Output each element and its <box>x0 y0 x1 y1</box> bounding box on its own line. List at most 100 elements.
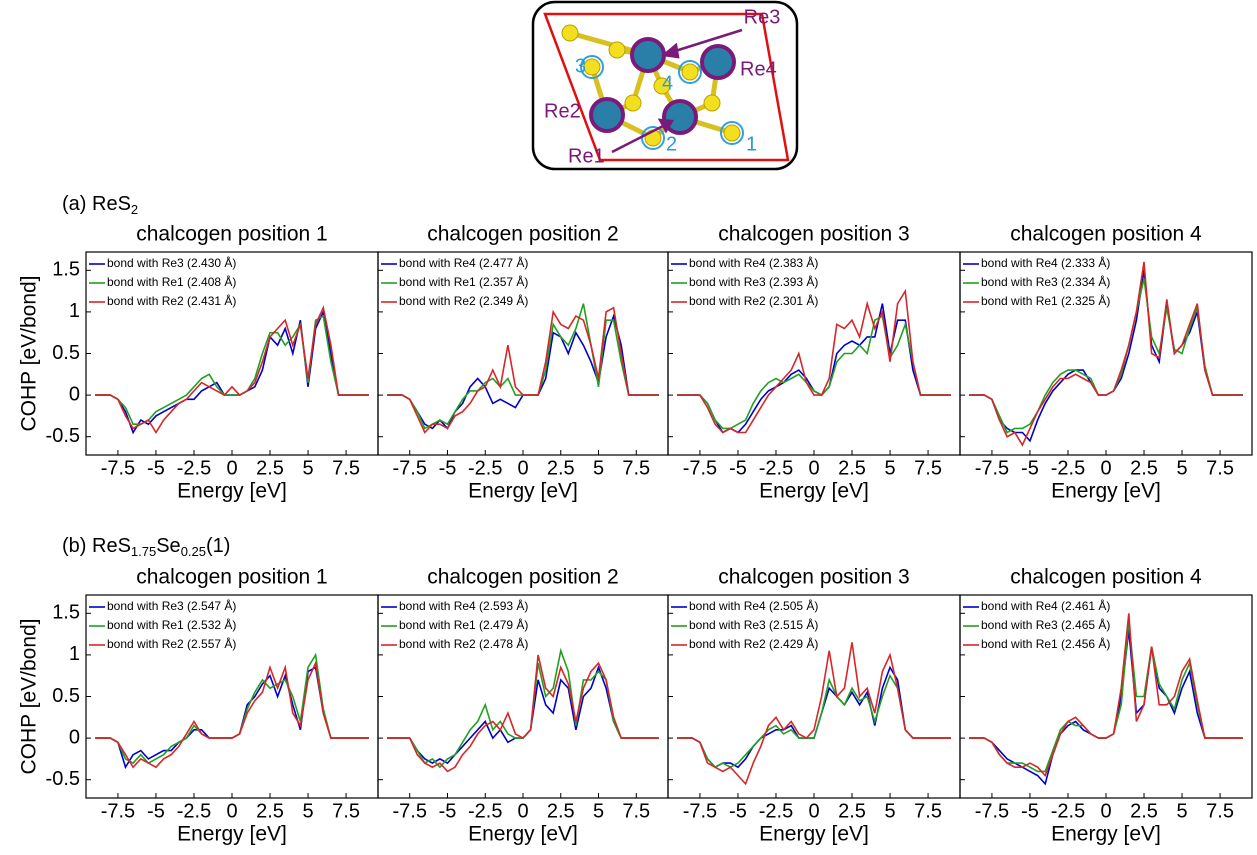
y-tick-label: 0.5 <box>52 342 80 364</box>
x-tick-label: 0 <box>517 457 528 479</box>
x-axis-label: Energy [eV] <box>177 823 287 846</box>
x-axis-label: Energy [eV] <box>177 480 287 503</box>
row-label-part: (1) <box>206 535 230 557</box>
x-tick-label: -5 <box>439 800 457 822</box>
legend-label: bond with Re1 (2.456 Å) <box>981 636 1110 651</box>
x-axis-label: Energy [eV] <box>468 480 578 503</box>
chart-title: chalcogen position 1 <box>136 223 327 246</box>
legend-label: bond with Re2 (2.478 Å) <box>399 636 528 651</box>
legend-label: bond with Re4 (2.477 Å) <box>399 255 528 270</box>
x-tick-label: 7.5 <box>622 457 650 479</box>
legend-label: bond with Re3 (2.393 Å) <box>689 274 818 289</box>
legend-label: bond with Re1 (2.532 Å) <box>107 617 236 632</box>
series-line <box>95 305 369 435</box>
legend-label: bond with Re4 (2.383 Å) <box>689 255 818 270</box>
x-tick-label: -2.5 <box>468 457 502 479</box>
series-line <box>677 673 951 769</box>
x-tick-label: 5 <box>302 800 313 822</box>
legend-label: bond with Re2 (2.349 Å) <box>399 293 528 308</box>
row-label-subscript: 0.25 <box>181 544 206 559</box>
legend-label: bond with Re4 (2.505 Å) <box>689 598 818 613</box>
x-tick-label: 7.5 <box>914 800 942 822</box>
unit-cell <box>543 12 790 162</box>
x-axis-label: Energy [eV] <box>468 823 578 846</box>
row-label: (b) ReS1.75Se0.25(1) <box>62 535 230 559</box>
y-tick-label: 1.5 <box>52 602 80 624</box>
legend-label: bond with Re1 (2.479 Å) <box>399 617 528 632</box>
position-label: 2 <box>666 133 677 155</box>
series-line <box>677 303 951 434</box>
x-tick-label: 2.5 <box>256 800 284 822</box>
x-tick-label: -7.5 <box>975 800 1009 822</box>
x-tick-label: 7.5 <box>914 457 942 479</box>
legend-label: bond with Re2 (2.301 Å) <box>689 293 818 308</box>
x-tick-label: 5 <box>884 457 895 479</box>
y-tick-label: 1 <box>69 300 80 322</box>
position-label: 3 <box>575 55 586 77</box>
x-tick-label: 5 <box>884 800 895 822</box>
row-label-part: (b) ReS <box>62 535 131 557</box>
x-tick-label: -2.5 <box>759 800 793 822</box>
chart-title: chalcogen position 1 <box>136 566 327 589</box>
row-label-subscript: 2 <box>131 202 138 217</box>
x-tick-label: 2.5 <box>838 457 866 479</box>
legend-label: bond with Re3 (2.465 Å) <box>981 617 1110 632</box>
x-tick-label: -2.5 <box>177 457 211 479</box>
x-tick-label: 2.5 <box>1130 457 1158 479</box>
x-tick-label: 0 <box>808 457 819 479</box>
y-tick-label: -0.5 <box>46 768 80 790</box>
x-axis-label: Energy [eV] <box>1051 480 1161 503</box>
series-line <box>969 613 1243 778</box>
x-tick-label: -2.5 <box>759 457 793 479</box>
series-line <box>95 666 369 770</box>
x-axis-label: Energy [eV] <box>1051 823 1161 846</box>
x-tick-label: -2.5 <box>1051 457 1085 479</box>
series-line <box>969 629 1243 786</box>
x-tick-label: 5 <box>593 457 604 479</box>
series-line <box>387 306 659 434</box>
x-tick-label: -5 <box>439 457 457 479</box>
y-axis-label: COHP [eV/bond] <box>18 618 41 774</box>
series-line <box>387 303 659 430</box>
chart-title: chalcogen position 4 <box>1010 223 1202 246</box>
legend-label: bond with Re4 (2.461 Å) <box>981 598 1110 613</box>
x-tick-label: -5 <box>729 457 747 479</box>
structure-diagram: Re3 Re4 Re2 Re1 3 4 2 1 <box>531 0 799 171</box>
x-tick-label: -7.5 <box>392 457 426 479</box>
x-tick-label: -5 <box>729 800 747 822</box>
row-label-part: (a) ReS <box>62 193 131 215</box>
series-line <box>677 288 951 434</box>
chart-title: chalcogen position 2 <box>427 223 618 246</box>
series-line <box>969 261 1243 447</box>
x-tick-label: -7.5 <box>683 457 717 479</box>
x-tick-label: -2.5 <box>468 800 502 822</box>
x-tick-label: -5 <box>1021 457 1039 479</box>
y-tick-label: 1.5 <box>52 259 80 281</box>
row-label: (a) ReS2 <box>62 193 138 217</box>
re-label: Re4 <box>740 58 777 80</box>
x-tick-label: 5 <box>1176 457 1187 479</box>
x-tick-label: -7.5 <box>101 800 135 822</box>
x-tick-label: 7.5 <box>332 800 360 822</box>
x-tick-label: 2.5 <box>1130 800 1158 822</box>
legend-label: bond with Re3 (2.334 Å) <box>981 274 1110 289</box>
x-tick-label: 7.5 <box>622 800 650 822</box>
legend-label: bond with Re1 (2.325 Å) <box>981 293 1110 308</box>
re-label: Re3 <box>744 6 781 28</box>
x-tick-label: 0 <box>517 800 528 822</box>
x-tick-label: 0 <box>226 800 237 822</box>
x-tick-label: -5 <box>1021 800 1039 822</box>
re-labels: Re3 Re4 Re2 Re1 <box>544 6 780 167</box>
x-tick-label: 5 <box>593 800 604 822</box>
y-tick-label: 0 <box>69 726 80 748</box>
row-label-part: Se <box>156 535 180 557</box>
x-tick-label: 5 <box>1176 800 1187 822</box>
y-tick-label: 0 <box>69 383 80 405</box>
x-tick-label: 2.5 <box>256 457 284 479</box>
y-tick-label: -0.5 <box>46 425 80 447</box>
series-line <box>387 654 659 773</box>
x-tick-label: -7.5 <box>392 800 426 822</box>
x-tick-label: 2.5 <box>547 457 575 479</box>
legend-label: bond with Re3 (2.430 Å) <box>107 255 236 270</box>
chart-title: chalcogen position 3 <box>718 223 909 246</box>
